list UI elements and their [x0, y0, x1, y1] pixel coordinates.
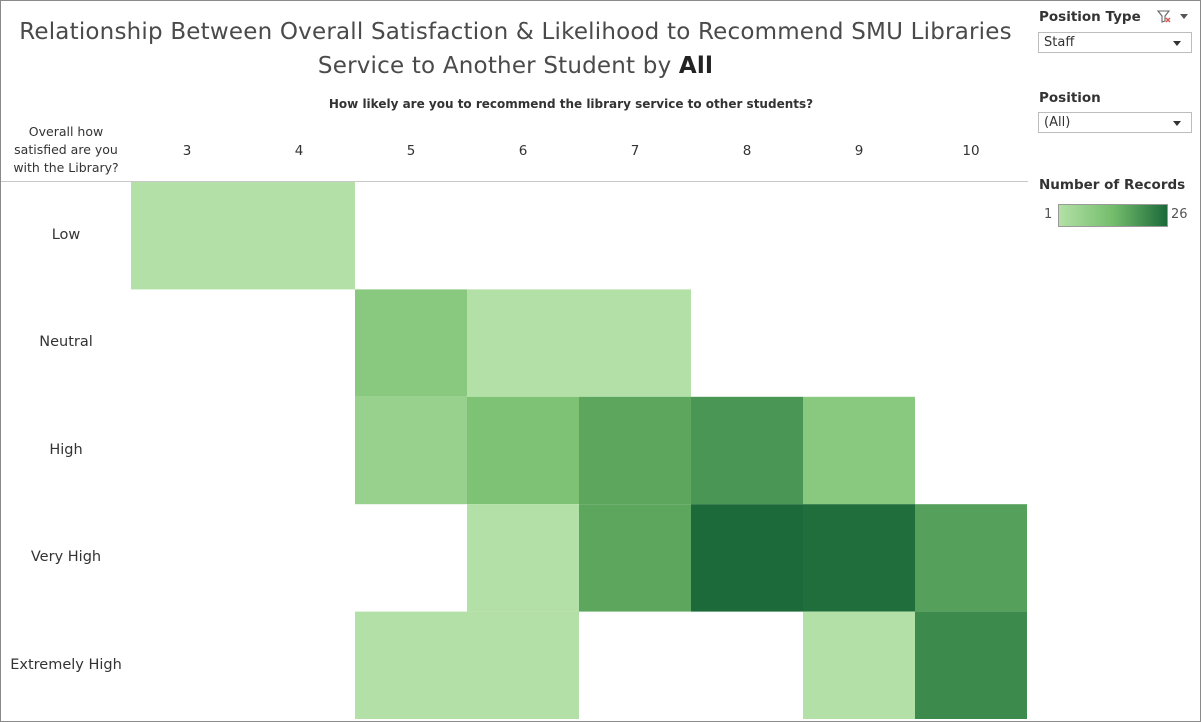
- chart-title: Relationship Between Overall Satisfactio…: [11, 15, 1020, 83]
- y-tick-label: Low: [51, 227, 81, 243]
- legend-color-ramp: [1058, 204, 1168, 227]
- heatmap-cell[interactable]: [691, 396, 803, 505]
- heatmap-cell[interactable]: [579, 289, 691, 397]
- heatmap-cell[interactable]: [355, 396, 467, 505]
- heatmap-cell[interactable]: [691, 504, 803, 612]
- y-tick-label: High: [49, 442, 83, 458]
- x-tick-label: 10: [962, 143, 980, 159]
- filter-menu-caret-icon[interactable]: [1179, 9, 1201, 25]
- x-tick-label: 9: [854, 143, 864, 159]
- heatmap-cell[interactable]: [915, 504, 1027, 612]
- position-filter-label: Position: [1039, 90, 1101, 106]
- heatmap-cell[interactable]: [803, 396, 915, 505]
- title-line-1: Relationship Between Overall Satisfactio…: [19, 19, 1012, 45]
- heatmap-cell[interactable]: [355, 611, 467, 719]
- header-divider: [1, 181, 1028, 182]
- heatmap-cell[interactable]: [915, 611, 1027, 719]
- x-axis-title: How likely are you to recommend the libr…: [328, 97, 814, 111]
- y-tick-label: Very High: [30, 549, 102, 565]
- x-tick-label: 3: [182, 143, 192, 159]
- chevron-down-icon: [1173, 121, 1181, 126]
- filter-controls: [1156, 9, 1190, 25]
- position-dropdown[interactable]: (All): [1038, 112, 1192, 133]
- heatmap-cell[interactable]: [803, 504, 915, 612]
- clear-filter-icon[interactable]: [1156, 9, 1190, 25]
- heatmap-cell[interactable]: [243, 182, 355, 290]
- heatmap-cell[interactable]: [579, 504, 691, 612]
- legend-title: Number of Records: [1039, 177, 1186, 193]
- position-value: (All): [1044, 115, 1071, 130]
- y-axis-title: Overall how satisfied are you with the L…: [13, 124, 119, 175]
- x-tick-label: 4: [294, 143, 304, 159]
- x-tick-label: 6: [518, 143, 528, 159]
- chevron-down-icon: [1173, 41, 1181, 46]
- title-dynamic-value: All: [678, 53, 714, 79]
- heatmap-cell[interactable]: [467, 289, 579, 397]
- heatmap-cell[interactable]: [355, 289, 467, 397]
- title-line-2-text: Service to Another Student by: [317, 53, 679, 79]
- heatmap-cell[interactable]: [803, 611, 915, 719]
- heatmap-cell[interactable]: [131, 182, 243, 290]
- y-tick-label: Neutral: [39, 334, 93, 350]
- legend-min-label: 1: [1044, 207, 1053, 222]
- legend-max-label: 26: [1171, 207, 1188, 222]
- position-type-value: Staff: [1044, 35, 1075, 50]
- position-type-dropdown[interactable]: Staff: [1038, 32, 1192, 53]
- x-tick-label: 8: [742, 143, 752, 159]
- heatmap-cell[interactable]: [467, 396, 579, 505]
- x-tick-label: 5: [406, 143, 416, 159]
- position-type-filter-label: Position Type: [1039, 9, 1141, 25]
- y-tick-label: Extremely High: [10, 657, 122, 673]
- heatmap-cell[interactable]: [467, 504, 579, 612]
- heatmap-cell[interactable]: [579, 396, 691, 505]
- heatmap-cell[interactable]: [467, 611, 579, 719]
- x-tick-label: 7: [630, 143, 640, 159]
- title-line-2: Service to Another Student by All: [11, 49, 1020, 83]
